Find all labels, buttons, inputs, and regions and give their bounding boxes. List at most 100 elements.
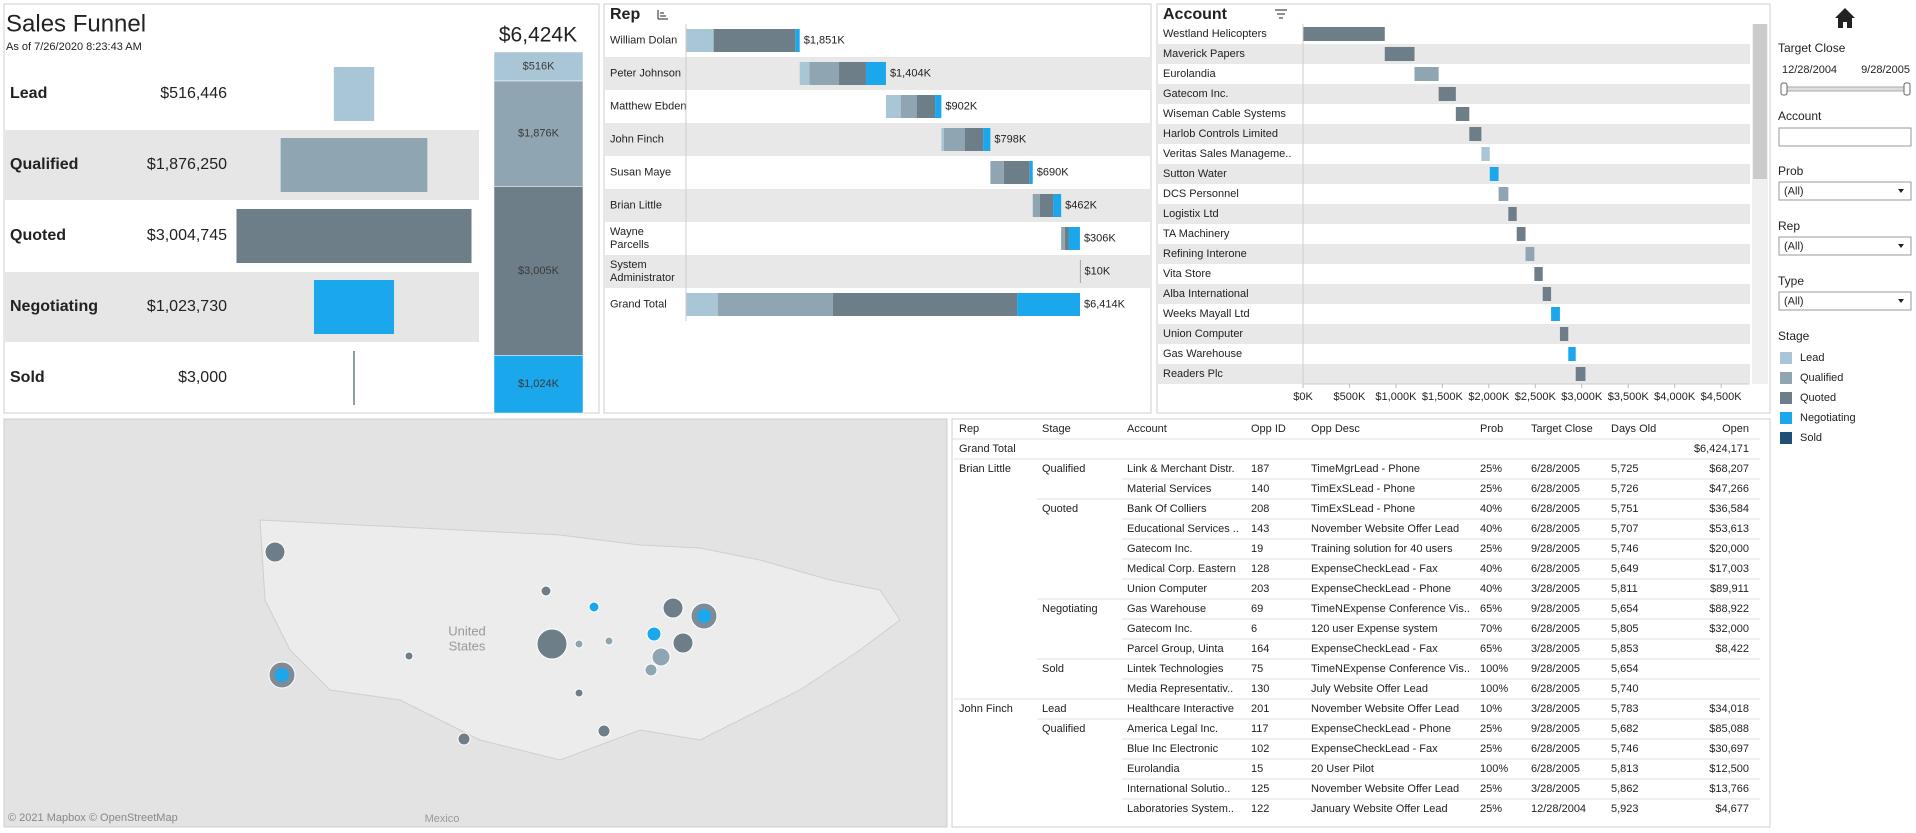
row-band	[605, 255, 1150, 288]
table-cell: 203	[1251, 583, 1269, 595]
account-name: Alba International	[1163, 288, 1249, 300]
rep-bar-segment	[1039, 194, 1054, 217]
filter-dropdown[interactable]	[1778, 291, 1912, 311]
table-cell: 9/28/2005	[1531, 543, 1580, 555]
table-cell: $13,766	[1709, 783, 1749, 795]
map-markers	[264, 541, 718, 746]
legend-swatch[interactable]	[1780, 372, 1792, 384]
table-cell: 70%	[1480, 623, 1502, 635]
stage-name: Quoted	[10, 227, 66, 244]
filter-dropdown[interactable]	[1778, 181, 1912, 201]
stack-segment	[493, 80, 584, 187]
filter-textbox[interactable]	[1778, 127, 1912, 147]
map-marker-highlight[interactable]	[697, 609, 711, 623]
column-header: Stage	[1042, 423, 1071, 435]
rep-bar-segment	[795, 29, 800, 52]
map-marker[interactable]	[536, 628, 568, 660]
table-cell: Laboratories System..	[1127, 803, 1234, 815]
account-name: Gas Warehouse	[1163, 348, 1242, 360]
legend-label[interactable]: Lead	[1800, 352, 1824, 364]
rep-total-label: $902K	[945, 100, 977, 112]
map-marker[interactable]	[651, 647, 671, 667]
legend-swatch[interactable]	[1780, 392, 1792, 404]
map-marker[interactable]	[644, 663, 658, 677]
table-cell: $85,088	[1709, 723, 1749, 735]
stack-label: $3,005K	[518, 265, 560, 277]
rep-name: John Finch	[610, 133, 664, 145]
legend-label[interactable]: Quoted	[1800, 392, 1836, 404]
filter-label: Rep	[1778, 219, 1800, 233]
dropdown-arrow	[1898, 244, 1904, 248]
table-cell: 6/28/2005	[1531, 763, 1580, 775]
table-cell: Gatecom Inc.	[1127, 623, 1192, 635]
filter-dropdown[interactable]	[1778, 236, 1912, 256]
map-marker[interactable]	[597, 724, 611, 738]
rep-sort-icon[interactable]	[657, 10, 668, 20]
table-cell: 10%	[1480, 703, 1502, 715]
table-cell: Bank Of Colliers	[1127, 503, 1207, 515]
map-marker[interactable]	[574, 688, 584, 698]
table-cell: 40%	[1480, 583, 1502, 595]
legend-label[interactable]: Qualified	[1800, 372, 1843, 384]
stage-name: Lead	[10, 85, 47, 102]
row-band	[1158, 364, 1750, 384]
slider-track[interactable]	[1784, 86, 1907, 92]
rep-bar-segment	[916, 95, 936, 118]
account-sort-icon[interactable]	[1275, 9, 1287, 19]
rep-bar-segment	[713, 29, 796, 52]
legend-swatch[interactable]	[1780, 412, 1792, 424]
table-cell: Qualified	[1042, 463, 1085, 475]
map-marker[interactable]	[646, 626, 662, 642]
rep-bar-segment	[990, 161, 1004, 184]
column-header: Rep	[959, 423, 979, 435]
rep-total-label: $462K	[1065, 199, 1097, 211]
table-cell: 12/28/2004	[1531, 803, 1586, 815]
table-cell: 6/28/2005	[1531, 743, 1580, 755]
legend-label[interactable]: Negotiating	[1800, 412, 1856, 424]
table-cell: 5,682	[1611, 723, 1639, 735]
table-cell: $12,500	[1709, 763, 1749, 775]
table-cell: 65%	[1480, 603, 1502, 615]
map-marker[interactable]	[404, 651, 414, 661]
legend-label[interactable]: Sold	[1800, 432, 1822, 444]
legend-swatch[interactable]	[1780, 432, 1792, 444]
rep-bar-segment	[964, 128, 984, 151]
table-cell: 5,805	[1611, 623, 1639, 635]
x-tick-label: $2,000K	[1468, 391, 1510, 403]
table-cell: 9/28/2005	[1531, 603, 1580, 615]
table-cell: 5,853	[1611, 643, 1639, 655]
table-cell: 122	[1251, 803, 1269, 815]
map-marker[interactable]	[662, 597, 684, 619]
map-marker[interactable]	[574, 639, 584, 649]
rep-bar-segment	[1032, 194, 1040, 217]
scrollbar-thumb[interactable]	[1753, 24, 1767, 179]
map-marker-highlight[interactable]	[275, 668, 289, 682]
account-bar	[1525, 247, 1535, 261]
filter-label: Account	[1778, 109, 1822, 123]
account-bar	[1551, 307, 1560, 321]
table-cell: $53,613	[1709, 523, 1749, 535]
table-cell: 5,783	[1611, 703, 1639, 715]
map-marker[interactable]	[540, 585, 552, 597]
map-marker[interactable]	[588, 601, 600, 613]
table-cell: July Website Offer Lead	[1311, 683, 1428, 695]
row-band	[1158, 164, 1750, 184]
home-icon[interactable]	[1835, 8, 1855, 28]
map-marker[interactable]	[264, 541, 286, 563]
rep-bar-segment	[832, 293, 1018, 316]
slider-handle[interactable]	[1903, 82, 1911, 96]
filter-date: 12/28/2004	[1782, 64, 1837, 76]
map-marker[interactable]	[457, 732, 471, 746]
funnel-bar	[280, 138, 428, 192]
table-cell: 128	[1251, 563, 1269, 575]
row-band	[1158, 204, 1750, 224]
funnel-bar	[313, 280, 395, 334]
map-marker[interactable]	[604, 636, 614, 646]
table-cell: $36,584	[1709, 503, 1749, 515]
legend-swatch[interactable]	[1780, 352, 1792, 364]
slider-handle[interactable]	[1780, 82, 1788, 96]
table-cell: 5,707	[1611, 523, 1639, 535]
dropdown-value: (All)	[1784, 240, 1804, 252]
map-marker[interactable]	[672, 632, 694, 654]
table-cell: Negotiating	[1042, 603, 1098, 615]
